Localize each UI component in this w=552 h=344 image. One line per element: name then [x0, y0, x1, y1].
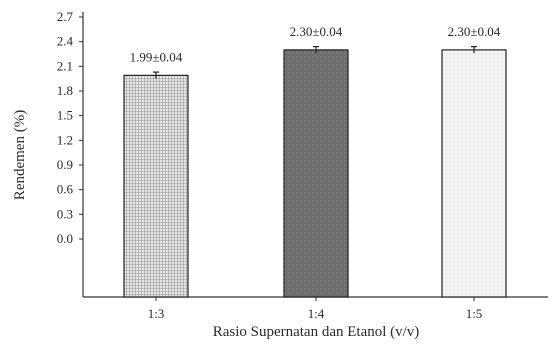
x-tick-group: 1:3 1:4 1:5	[148, 297, 483, 321]
y-tick-label: 0.0	[57, 231, 73, 246]
x-tick-label: 1:5	[466, 306, 483, 321]
y-tick-label: 2.7	[57, 9, 74, 24]
y-tick-label: 1.5	[57, 108, 73, 123]
y-tick-label: 1.8	[57, 83, 73, 98]
bars-group: 1.99±0.04 2.30±0.04 2.30±0.04	[123, 24, 507, 298]
y-tick-group: 0.0 0.3 0.6 0.9 1.2 1.5 1.8 2.1 2.4 2.7	[57, 9, 83, 246]
bar-1-4	[283, 49, 349, 298]
x-tick-label: 1:3	[148, 306, 165, 321]
bar-1-5	[441, 49, 507, 298]
y-tick-label: 2.1	[57, 58, 73, 73]
data-label: 2.30±0.04	[448, 24, 501, 39]
y-tick-label: 0.3	[57, 206, 73, 221]
y-tick-label: 2.4	[57, 34, 74, 49]
x-axis-title: Rasio Supernatan dan Etanol (v/v)	[213, 324, 420, 340]
y-tick-label: 0.9	[57, 157, 73, 172]
y-tick-label: 1.2	[57, 132, 73, 147]
bar-1-3	[123, 74, 189, 298]
data-label: 1.99±0.04	[130, 49, 183, 64]
data-label: 2.30±0.04	[290, 24, 343, 39]
x-tick-label: 1:4	[308, 306, 325, 321]
y-tick-label: 0.6	[57, 182, 74, 197]
y-axis-title: Rendemen (%)	[12, 110, 28, 200]
